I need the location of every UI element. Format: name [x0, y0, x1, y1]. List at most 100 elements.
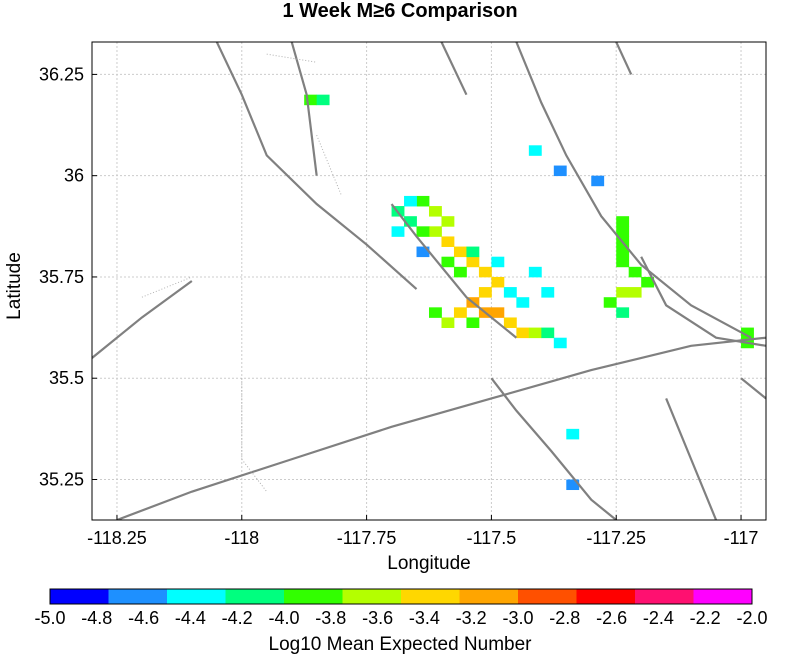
heatmap-cell [466, 317, 480, 328]
fault-trace-minor [241, 378, 268, 492]
fault-trace-minor [316, 134, 343, 197]
colorbar-tick-label: -4.2 [222, 608, 253, 628]
y-tick-label: 35.5 [49, 368, 84, 388]
heatmap-cell [478, 266, 492, 278]
colorbar-tick-label: -3.2 [456, 608, 487, 628]
grid-lines [92, 42, 766, 520]
heatmap-cell [441, 216, 455, 227]
heatmap-cell [628, 266, 642, 278]
x-tick-label: -118.25 [87, 528, 147, 548]
x-axis-ticks: -118.25 -118 -117.75 -117.5 -117.25 -117 [87, 515, 758, 548]
colorbar-swatch [342, 589, 402, 604]
chart-title: 1 Week M≥6 Comparison [282, 0, 517, 22]
colorbar-tick-label: -4.6 [128, 608, 159, 628]
colorbar-label: Log10 Mean Expected Number [269, 634, 533, 655]
heatmap-cell [641, 276, 655, 288]
heatmap-cell [616, 307, 630, 318]
colorbar-tick-label: -3.4 [409, 608, 440, 628]
heatmap-cell [466, 256, 480, 268]
colorbar-tick-label: -4.0 [268, 608, 299, 628]
y-tick-label: 35.25 [39, 469, 84, 489]
y-tick-label: 36 [64, 166, 84, 186]
heatmap-cell [429, 307, 442, 318]
heatmap-cell [603, 297, 617, 308]
fault-trace [665, 398, 718, 520]
fault-trace [440, 42, 468, 96]
heatmap-cell [503, 287, 517, 298]
x-tick-label: -117 [724, 528, 759, 548]
x-axis-label: Longitude [387, 553, 470, 574]
fault-trace [515, 42, 752, 339]
heatmap-cell [741, 327, 754, 339]
heatmap-cell [478, 287, 492, 298]
colorbar: -5.0 -4.8 -4.6 -4.4 -4.2 -4.0 -3.8 -3.6 -3.4 -3.2… [34, 588, 768, 628]
colorbar-frame [49, 588, 753, 605]
heatmap-cell [528, 327, 542, 339]
colorbar-tick-label: -2.8 [549, 608, 580, 628]
fault-trace [215, 42, 418, 290]
heatmap-cell [466, 246, 480, 258]
fault-trace [116, 336, 766, 520]
heatmap-cell [391, 226, 405, 237]
colorbar-swatch [635, 589, 694, 604]
heatmap-cell [441, 256, 455, 268]
heatmap-cells [304, 94, 754, 491]
heatmap-cell [453, 246, 467, 258]
fault-trace [740, 377, 766, 400]
heatmap-cell [453, 266, 467, 278]
x-tick-label: -118 [224, 528, 259, 548]
heatmap-cell [503, 317, 517, 328]
colorbar-tick-label: -3.6 [362, 608, 393, 628]
colorbar-swatch [167, 589, 226, 604]
y-axis-ticks: 35.25 35.5 35.75 36 36.25 [39, 64, 97, 489]
x-tick-label: -117.25 [586, 528, 646, 548]
heatmap-cell [491, 307, 505, 318]
colorbar-tick-label: -5.0 [34, 608, 65, 628]
x-tick-label: -117.5 [467, 528, 517, 548]
colorbar-swatch [225, 589, 285, 604]
plot-frame [91, 41, 767, 521]
colorbar-tick-label: -2.4 [643, 608, 674, 628]
colorbar-tick-label: -4.4 [175, 608, 206, 628]
fault-trace [615, 42, 633, 75]
heatmap-cell [553, 165, 567, 177]
heatmap-cell [616, 287, 630, 298]
heatmap-cell [616, 246, 630, 258]
heatmap-cell [528, 266, 542, 278]
heatmap-cell [566, 428, 580, 440]
colorbar-swatch [108, 589, 168, 604]
heatmap-cell [516, 297, 530, 308]
colorbar-tick-label: -2.2 [690, 608, 721, 628]
heatmap-cell [316, 94, 330, 106]
heatmap-cell [616, 256, 630, 268]
colorbar-tick-label: -4.8 [81, 608, 112, 628]
x-tick-label: -117.75 [337, 528, 397, 548]
heatmap-cell [304, 94, 318, 106]
heatmap-cell [491, 276, 505, 288]
heatmap-cell [516, 327, 530, 339]
colorbar-tick-label: -3.0 [502, 608, 533, 628]
plot-area [92, 42, 766, 520]
heatmap-cell [491, 256, 505, 268]
heatmap-cell [528, 145, 542, 156]
y-tick-label: 35.75 [39, 267, 84, 287]
colorbar-swatch [576, 589, 636, 604]
colorbar-tick-label: -2.0 [736, 608, 767, 628]
colorbar-swatch [284, 589, 343, 604]
heatmap-cell [628, 287, 642, 298]
fault-trace [640, 256, 766, 347]
colorbar-tick-label: -3.8 [315, 608, 346, 628]
heatmap-cell [404, 195, 417, 207]
heatmap-cell [616, 226, 630, 237]
y-axis-label: Latitude [4, 252, 25, 320]
heatmap-cell [441, 317, 455, 328]
heatmap-cell [591, 175, 605, 187]
heatmap-cell [404, 216, 417, 227]
fault-trace-minor [266, 53, 317, 63]
fault-trace [92, 280, 193, 359]
heatmap-cell [441, 236, 455, 247]
colorbar-swatch [50, 589, 109, 604]
fault-trace [390, 203, 518, 339]
y-tick-label: 36.25 [39, 64, 84, 84]
